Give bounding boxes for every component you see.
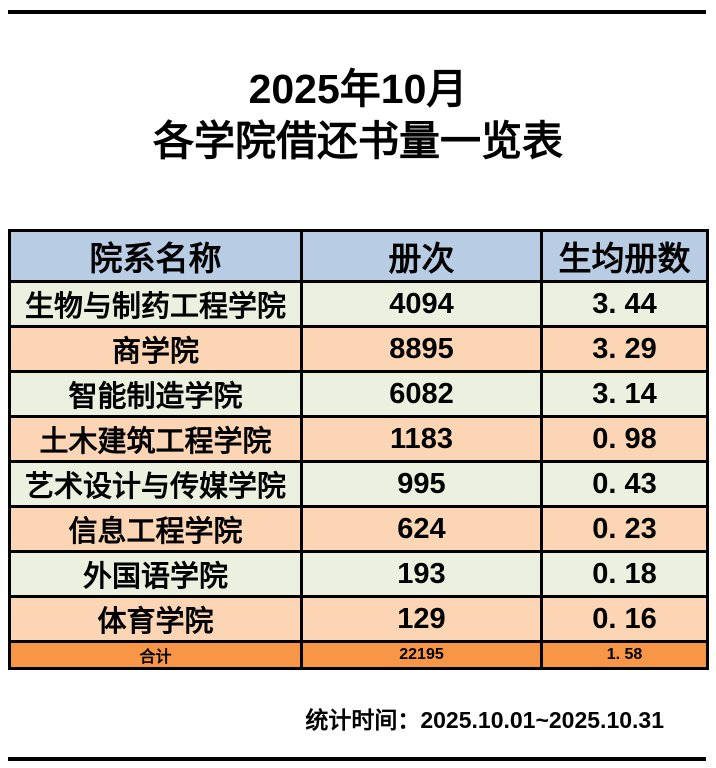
table-row: 商学院 8895 3. 29 — [8, 325, 709, 373]
cell-volumes: 4094 — [300, 280, 543, 328]
column-header-per-student: 生均册数 — [540, 229, 709, 283]
total-row: 合计 22195 1. 58 — [8, 640, 709, 670]
cell-total-label: 合计 — [8, 640, 303, 670]
table-row: 艺术设计与传媒学院 995 0. 43 — [8, 460, 709, 508]
cell-department: 生物与制药工程学院 — [8, 280, 303, 328]
column-header-volumes: 册次 — [300, 229, 543, 283]
page-title: 2025年10月 各学院借还书量一览表 — [0, 63, 716, 167]
table-row: 土木建筑工程学院 1183 0. 98 — [8, 415, 709, 463]
cell-volumes: 6082 — [300, 370, 543, 418]
cell-per-student: 3. 14 — [540, 370, 709, 418]
table-row: 体育学院 129 0. 16 — [8, 595, 709, 643]
bottom-rule — [8, 757, 706, 761]
borrow-stats-table: 院系名称 册次 生均册数 生物与制药工程学院 4094 3. 44 商学院 8895 3.… — [8, 229, 709, 670]
cell-volumes: 1183 — [300, 415, 543, 463]
table-row: 智能制造学院 6082 3. 14 — [8, 370, 709, 418]
table-row: 生物与制药工程学院 4094 3. 44 — [8, 280, 709, 328]
cell-department: 商学院 — [8, 325, 303, 373]
cell-department: 智能制造学院 — [8, 370, 303, 418]
cell-per-student: 3. 29 — [540, 325, 709, 373]
table-body: 生物与制药工程学院 4094 3. 44 商学院 8895 3. 29 智能制造学院 6082… — [8, 280, 709, 643]
cell-volumes: 8895 — [300, 325, 543, 373]
cell-per-student: 0. 98 — [540, 415, 709, 463]
cell-volumes: 193 — [300, 550, 543, 598]
column-header-department: 院系名称 — [8, 229, 303, 283]
page-title-line2: 各学院借还书量一览表 — [153, 118, 563, 164]
cell-volumes: 995 — [300, 460, 543, 508]
cell-per-student: 0. 43 — [540, 460, 709, 508]
cell-per-student: 0. 18 — [540, 550, 709, 598]
cell-volumes: 624 — [300, 505, 543, 553]
cell-per-student: 0. 23 — [540, 505, 709, 553]
cell-per-student: 0. 16 — [540, 595, 709, 643]
cell-total-per-student: 1. 58 — [540, 640, 709, 670]
cell-department: 土木建筑工程学院 — [8, 415, 303, 463]
table-row: 信息工程学院 624 0. 23 — [8, 505, 709, 553]
cell-department: 体育学院 — [8, 595, 303, 643]
cell-total-volumes: 22195 — [300, 640, 543, 670]
table-header-row: 院系名称 册次 生均册数 — [8, 229, 709, 283]
cell-per-student: 3. 44 — [540, 280, 709, 328]
page-title-line1: 2025年10月 — [248, 66, 468, 112]
cell-department: 信息工程学院 — [8, 505, 303, 553]
statistics-period-note: 统计时间：2025.10.01~2025.10.31 — [305, 707, 664, 733]
cell-volumes: 129 — [300, 595, 543, 643]
cell-department: 外国语学院 — [8, 550, 303, 598]
cell-department: 艺术设计与传媒学院 — [8, 460, 303, 508]
top-rule — [8, 10, 706, 14]
table-row: 外国语学院 193 0. 18 — [8, 550, 709, 598]
